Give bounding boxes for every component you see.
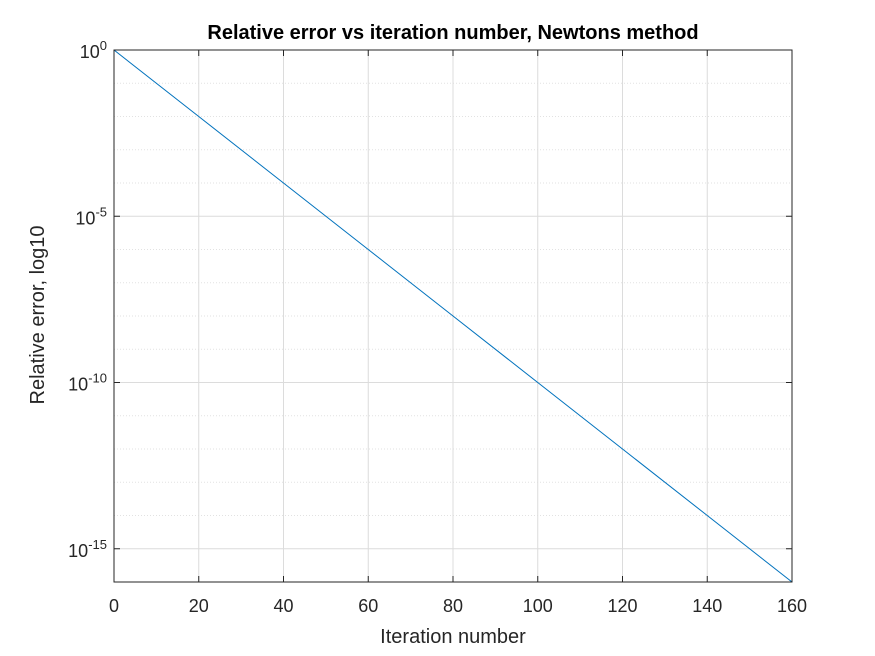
y-tick-label: 10-15 — [68, 537, 107, 561]
x-tick-label: 20 — [189, 596, 209, 616]
chart-title: Relative error vs iteration number, Newt… — [207, 22, 698, 44]
x-axis-label: Iteration number — [380, 626, 526, 648]
y-tick-label: 10-5 — [75, 204, 107, 228]
x-tick-label: 120 — [607, 596, 637, 616]
x-tick-label: 40 — [273, 596, 293, 616]
x-tick-label: 100 — [523, 596, 553, 616]
series-layer — [113, 49, 793, 583]
series-line — [113, 49, 793, 583]
x-tick-labels: 0 20 40 60 80 100 120 140 160 — [109, 596, 807, 616]
x-tick-label: 80 — [443, 596, 463, 616]
x-tick-label: 60 — [358, 596, 378, 616]
y-axis-label: Relative error, log10 — [27, 226, 49, 405]
y-tick-labels: 100 10-5 10-10 10-15 — [68, 38, 107, 561]
axes — [113, 49, 793, 583]
x-tick-label: 160 — [777, 596, 807, 616]
y-tick-label: 100 — [80, 38, 107, 62]
x-tick-label: 140 — [692, 596, 722, 616]
x-tick-label: 0 — [109, 596, 119, 616]
y-tick-label: 10-10 — [68, 371, 107, 395]
